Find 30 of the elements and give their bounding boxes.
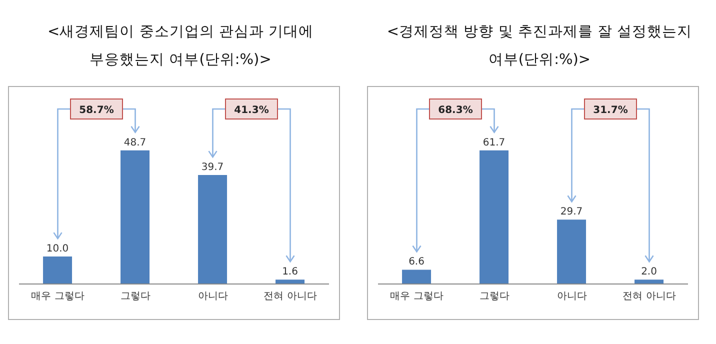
data-label: 2.0 (641, 266, 657, 278)
chart-title: <새경제팀이 중소기업의 관심과 기대에 부응했는지 여부(단위:%)> (46, 23, 314, 70)
text: 68.3% (438, 105, 473, 116)
x-tick-label: 매우 그렇다 (31, 291, 84, 302)
x-tick-label: 그렇다 (120, 291, 150, 302)
data-label: 1.6 (282, 266, 298, 278)
x-tick-label: 아니다 (556, 291, 587, 302)
data-label: 6.6 (408, 256, 424, 268)
text: 31.7% (593, 105, 628, 116)
data-label: 39.7 (201, 162, 224, 174)
x-tick-label: 전혀 아니다 (622, 291, 676, 302)
data-label: 29.7 (560, 206, 583, 218)
bar (276, 280, 305, 284)
data-label: 61.7 (482, 137, 506, 148)
text: 41.3% (234, 105, 269, 116)
x-tick-label: 그렇다 (479, 291, 510, 302)
x-tick-label: 매우 그렇다 (390, 291, 444, 302)
x-tick-label: 전혀 아니다 (264, 291, 317, 302)
bar (43, 256, 72, 284)
bar (198, 175, 228, 284)
data-label: 48.7 (124, 137, 146, 148)
bar (634, 280, 664, 284)
bar (480, 150, 509, 284)
bar (557, 220, 586, 284)
x-tick-label: 아니다 (198, 291, 228, 302)
text: 58.7% (79, 105, 114, 116)
chart-title: <경제정책 방향 및 추진과제를 잘 설정했는지 여부(단위:%)> (386, 23, 694, 70)
bar (402, 270, 432, 284)
bar (120, 150, 150, 284)
data-label: 10.0 (46, 244, 69, 255)
